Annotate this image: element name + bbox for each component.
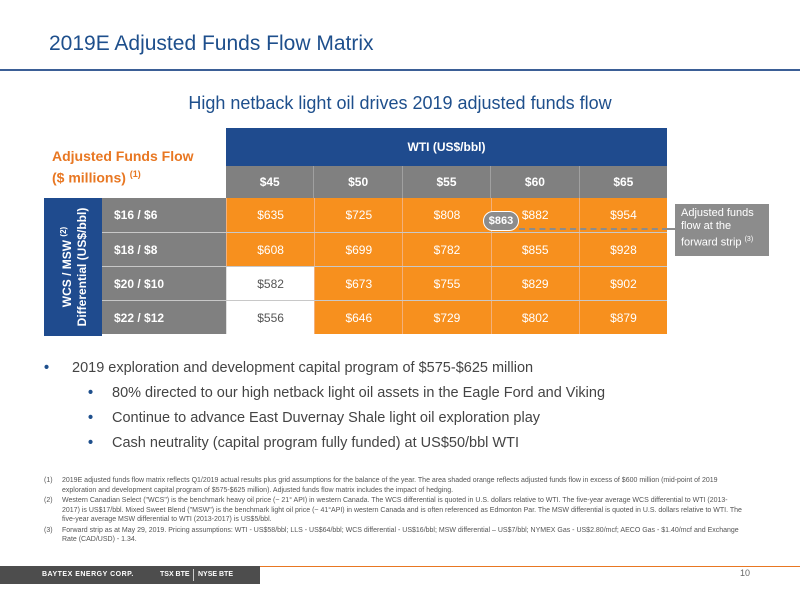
side-label-line2: Differential (US$/bbl)	[75, 207, 89, 327]
bullet-item: • 2019 exploration and development capita…	[44, 360, 784, 384]
bullet-text: 80% directed to our high netback light o…	[112, 385, 606, 401]
differential-side-label-text: WCS / MSW (2) Differential (US$/bbl)	[56, 198, 90, 336]
matrix-row: $18 / $8 $608 $699 $782 $855 $928	[102, 232, 668, 266]
matrix-cell: $954	[578, 198, 668, 232]
title-divider	[0, 69, 800, 71]
matrix-cell: $635	[226, 198, 315, 232]
matrix-cell: $928	[578, 233, 668, 266]
matrix-cell: $699	[314, 233, 403, 266]
bullet-dot-icon: •	[88, 435, 94, 451]
matrix-cell: $829	[490, 267, 579, 300]
company-logo-text: BAYTEX ENERGY CORP.	[42, 571, 134, 578]
ticker-separator	[193, 569, 194, 581]
bullet-item: • 80% directed to our high netback light …	[44, 385, 784, 409]
bullet-dot-icon: •	[88, 410, 94, 426]
footnote: (3) Forward strip as at May 29, 2019. Pri…	[44, 526, 744, 545]
footnotes: (1) 2019E adjusted funds flow matrix refl…	[44, 476, 744, 546]
matrix-cell: $556	[226, 301, 315, 334]
bullet-list: • 2019 exploration and development capita…	[44, 360, 784, 459]
matrix-title-line1: Adjusted Funds Flow	[52, 148, 194, 164]
differential-row-label: $18 / $8	[102, 233, 226, 266]
matrix-title-note: (1)	[129, 169, 141, 179]
bullet-dot-icon: •	[88, 385, 94, 401]
matrix-row: $20 / $10 $582 $673 $755 $829 $902	[102, 266, 668, 300]
footnote-number: (2)	[44, 497, 53, 504]
funds-flow-matrix: $16 / $6 $635 $725 $808 $882 $954 $18 / $8 $608…	[102, 198, 668, 334]
bullet-item: • Continue to advance East Duvernay Shale…	[44, 410, 784, 434]
annotation-note: (3)	[744, 236, 754, 243]
matrix-title-line2: ($ millions)	[52, 169, 126, 186]
bullet-text: 2019 exploration and development capital…	[72, 360, 534, 376]
matrix-cell: $673	[314, 267, 403, 300]
bullet-text: Cash neutrality (capital program fully f…	[112, 435, 519, 451]
side-label-line1: WCS / MSW	[60, 239, 74, 308]
forward-strip-dashed-line	[519, 228, 668, 230]
page-number: 10	[740, 568, 751, 578]
price-header-row: $45 $50 $55 $60 $65	[226, 166, 668, 198]
differential-row-label: $20 / $10	[102, 267, 226, 300]
footer-bar	[0, 566, 260, 584]
matrix-title: Adjusted Funds Flow ($ millions) (1)	[52, 147, 194, 187]
matrix-cell: $902	[578, 267, 668, 300]
matrix-cell: $879	[578, 301, 668, 334]
matrix-cell: $725	[314, 198, 403, 232]
footnote-text: Western Canadian Select ("WCS") is the b…	[62, 497, 742, 523]
matrix-row: $22 / $12 $556 $646 $729 $802 $879	[102, 300, 668, 334]
footnote: (1) 2019E adjusted funds flow matrix refl…	[44, 476, 744, 495]
price-column-header: $65	[578, 166, 668, 198]
footnote: (2) Western Canadian Select ("WCS") is th…	[44, 496, 744, 525]
price-column-header: $60	[490, 166, 579, 198]
matrix-row: $16 / $6 $635 $725 $808 $882 $954	[102, 198, 668, 232]
tsx-ticker: TSX BTE	[160, 571, 190, 578]
bullet-text: Continue to advance East Duvernay Shale …	[112, 410, 541, 426]
page-title: 2019E Adjusted Funds Flow Matrix	[49, 32, 374, 55]
matrix-cell: $755	[402, 267, 491, 300]
matrix-cell: $608	[226, 233, 315, 266]
forward-strip-annotation: Adjusted funds flow at the forward strip…	[675, 204, 769, 256]
matrix-cell: $646	[314, 301, 403, 334]
nyse-ticker: NYSE BTE	[198, 571, 234, 578]
bullet-dot-icon: •	[44, 360, 50, 376]
matrix-cell: $582	[226, 267, 315, 300]
differential-side-label	[44, 198, 102, 336]
forward-strip-value-bubble: $863	[483, 211, 519, 231]
footnote-text: Forward strip as at May 29, 2019. Pricin…	[62, 526, 739, 544]
annotation-text: Adjusted funds flow at the forward strip	[681, 207, 754, 249]
differential-row-label: $16 / $6	[102, 198, 226, 232]
footnote-number: (3)	[44, 526, 53, 534]
wti-header: WTI (US$/bbl)	[226, 128, 667, 166]
matrix-cell: $729	[402, 301, 491, 334]
matrix-cell: $782	[402, 233, 491, 266]
annotation-connector	[667, 228, 675, 230]
price-column-header: $45	[226, 166, 314, 198]
footer-rule	[0, 566, 800, 567]
differential-row-label: $22 / $12	[102, 301, 226, 334]
price-column-header: $55	[401, 166, 491, 198]
footnote-text: 2019E adjusted funds flow matrix reflect…	[62, 477, 718, 494]
page-subtitle: High netback light oil drives 2019 adjus…	[188, 93, 612, 113]
matrix-cell: $802	[490, 301, 579, 334]
price-column-header: $50	[313, 166, 402, 198]
matrix-cell: $808	[402, 198, 491, 232]
side-label-note: (2)	[59, 226, 68, 237]
footnote-number: (1)	[44, 477, 53, 484]
matrix-cell: $855	[490, 233, 579, 266]
bullet-item: • Cash neutrality (capital program fully …	[44, 435, 784, 459]
